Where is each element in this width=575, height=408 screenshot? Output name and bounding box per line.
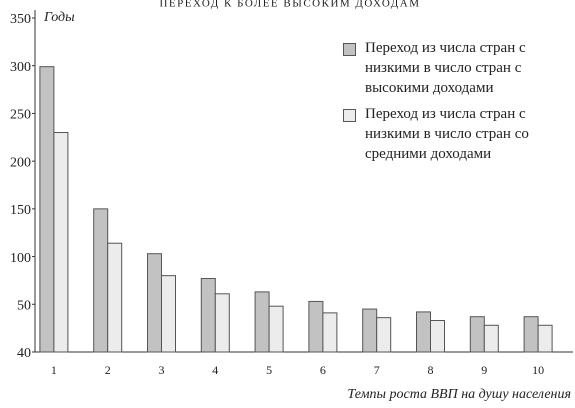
y-tick-label: 250 (10, 108, 31, 123)
y-axis-label: Годы (43, 10, 75, 25)
bar (53, 132, 69, 353)
x-tick-label: 2 (105, 363, 111, 377)
y-tick-label: 100 (10, 251, 31, 266)
bar (268, 305, 284, 353)
bar (483, 324, 499, 353)
y-tick-label: 350 (10, 12, 31, 27)
legend-item: Переход из числа стран с низкими в число… (343, 104, 571, 164)
x-tick-label: 9 (481, 363, 487, 377)
bar (362, 308, 378, 353)
legend-label: Переход из числа стран с низкими в число… (365, 40, 526, 96)
bar (537, 324, 553, 353)
x-tick-label: 10 (532, 363, 544, 377)
legend-swatch (343, 43, 356, 56)
bar (147, 253, 162, 353)
x-tick-label: 1 (51, 363, 57, 377)
y-tick-label: 40 (17, 346, 31, 361)
x-tick-label: 3 (159, 363, 165, 377)
y-tick-label: 50 (17, 299, 31, 314)
bar (214, 293, 230, 353)
bar (376, 317, 392, 353)
y-tick-label: 300 (10, 60, 31, 75)
legend-item: Переход из числа стран с низкими в число… (343, 38, 571, 98)
bar (416, 311, 431, 353)
bar (39, 66, 55, 353)
bar (430, 320, 445, 353)
bar (200, 278, 216, 353)
chart-title: ПЕРЕХОД К БОЛЕЕ ВЫСОКИМ ДОХОДАМ (159, 0, 420, 10)
x-tick-label: 5 (266, 363, 272, 377)
bar (308, 300, 324, 353)
y-tick-label: 200 (10, 155, 31, 170)
x-tick-label: 8 (428, 363, 434, 377)
bar (93, 208, 109, 353)
x-axis-label: Темпы роста ВВП на душу населения (347, 387, 571, 402)
y-tick-label: 150 (10, 203, 31, 218)
bar (107, 242, 123, 353)
bar (161, 275, 176, 353)
x-tick-label: 6 (320, 363, 326, 377)
bar (254, 291, 270, 353)
bar (322, 312, 338, 353)
bar (469, 316, 485, 353)
legend-swatch (343, 109, 356, 122)
bar (523, 316, 539, 353)
x-tick-label: 7 (374, 363, 380, 377)
legend-label: Переход из числа стран с низкими в число… (365, 106, 529, 162)
x-tick-label: 4 (212, 363, 218, 377)
